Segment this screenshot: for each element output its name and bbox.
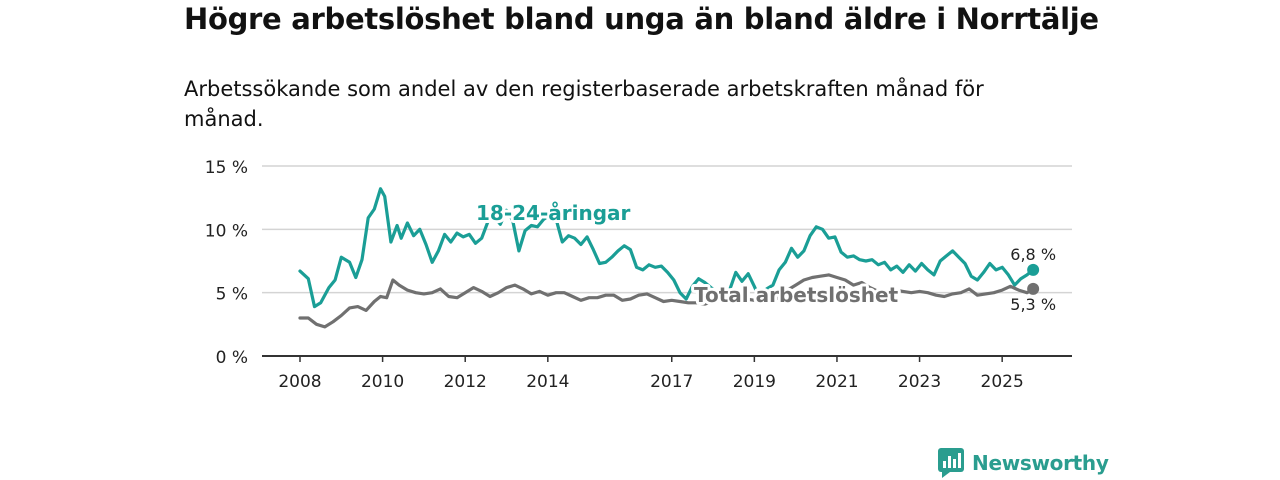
x-tick-label: 2019	[733, 372, 776, 392]
x-tick-label: 2012	[444, 372, 487, 392]
y-tick-label: 5 %	[216, 285, 248, 305]
series-youth-line	[298, 187, 1035, 309]
x-tick-label: 2014	[526, 372, 569, 392]
series-labels: 6,8 % 5,3 % 18-24-åringar Total arbetslöshe…	[473, 198, 1056, 314]
chart-title: Högre arbetslöshet bland unga än bland ä…	[184, 2, 1099, 36]
series-total-name-label: Total arbetslöshet	[694, 283, 899, 307]
x-tick-label: 2023	[898, 372, 941, 392]
series-total-end-label: 5,3 %	[1010, 295, 1056, 314]
y-tick-label: 10 %	[205, 221, 248, 241]
x-tick-label: 2008	[278, 372, 321, 392]
series-group	[298, 187, 1040, 329]
y-tick-label: 0 %	[216, 348, 248, 368]
chart-subtitle: Arbetssökande som andel av den registerb…	[184, 77, 984, 131]
brand-name: Newsworthy	[972, 451, 1109, 475]
y-axis-ticks: 0 % 5 % 10 % 15 %	[205, 158, 248, 368]
x-tick-label: 2021	[815, 372, 858, 392]
x-tick-label: 2025	[981, 372, 1024, 392]
y-tick-label: 15 %	[205, 158, 248, 178]
newsworthy-icon	[938, 448, 964, 478]
x-tick-label: 2010	[361, 372, 404, 392]
series-youth-name-label: 18-24-åringar	[476, 201, 631, 225]
series-total-line	[298, 273, 1035, 329]
x-axis: 2008 2010 2012 2014 2017 2019 2021 2023 2025	[262, 355, 1072, 392]
series-youth-end-point	[1027, 263, 1040, 276]
x-tick-label: 2017	[650, 372, 693, 392]
brand-logo: Newsworthy	[938, 448, 1109, 478]
series-youth-end-label: 6,8 %	[1010, 245, 1056, 264]
series-total-end-point	[1027, 282, 1040, 295]
